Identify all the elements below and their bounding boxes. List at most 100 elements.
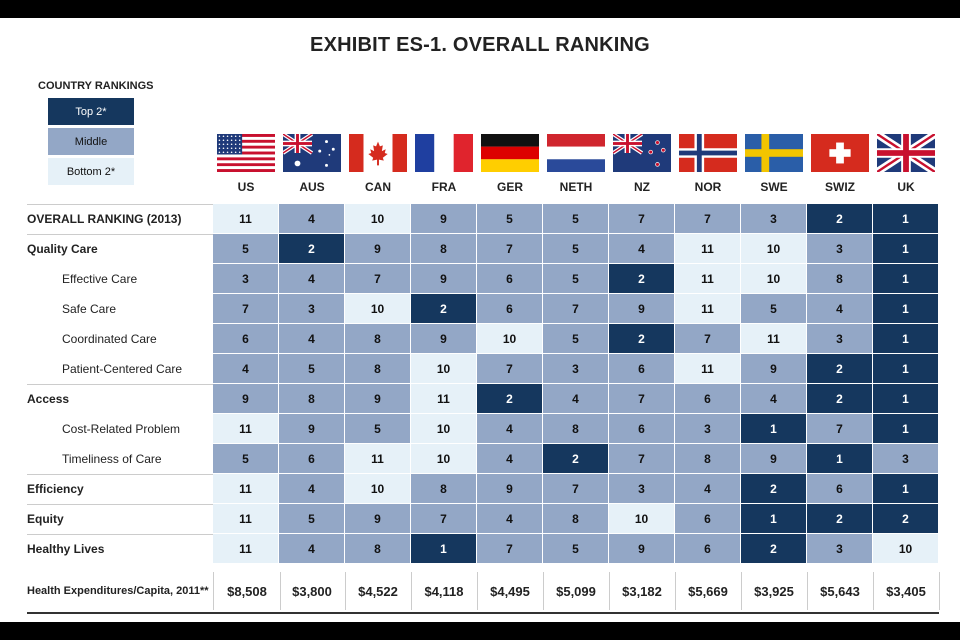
rank-cell: 9 (609, 534, 675, 564)
rank-cell: 8 (345, 354, 411, 384)
flag-can-icon (349, 134, 407, 172)
rank-cell: 5 (741, 294, 807, 324)
rank-cell: 5 (213, 444, 279, 474)
rank-cell: 5 (543, 264, 609, 294)
rank-cell: 8 (543, 414, 609, 444)
rank-cell: 1 (411, 534, 477, 564)
rank-cell: 8 (675, 444, 741, 474)
rank-cell: 11 (411, 384, 477, 414)
column-header-can: CAN (365, 180, 391, 194)
rank-cell: 4 (213, 354, 279, 384)
rank-cell: 6 (477, 264, 543, 294)
rank-cell: 7 (807, 414, 873, 444)
rank-cell: 4 (609, 234, 675, 264)
rank-cell: 7 (609, 384, 675, 414)
rank-cell: 7 (477, 534, 543, 564)
rank-cell: 4 (279, 264, 345, 294)
rank-cell: 6 (675, 534, 741, 564)
row-divider (27, 204, 213, 205)
rank-cell: 8 (345, 324, 411, 354)
rank-cell: 7 (543, 294, 609, 324)
rank-cell: 2 (411, 294, 477, 324)
rank-cell: 11 (675, 264, 741, 294)
row-label: Efficiency (27, 482, 84, 496)
rank-cell: 1 (873, 264, 939, 294)
rank-cell: 7 (213, 294, 279, 324)
row-divider (27, 474, 213, 475)
rank-cell: 6 (807, 474, 873, 504)
rank-cell: 4 (543, 384, 609, 414)
rank-cell: 2 (807, 204, 873, 234)
column-header-nor: NOR (694, 180, 722, 194)
rank-cell: 7 (609, 444, 675, 474)
rank-cell: 5 (543, 324, 609, 354)
rank-cell: 8 (543, 504, 609, 534)
rank-cell: 7 (345, 264, 411, 294)
row-label: Effective Care (62, 272, 138, 286)
rank-cell: 1 (807, 444, 873, 474)
row-label: Healthy Lives (27, 542, 105, 556)
expenditure-cell: $8,508 (213, 572, 281, 610)
exhibit-title: EXHIBIT ES-1. OVERALL RANKING (310, 34, 650, 56)
rank-cell: 11 (213, 534, 279, 564)
row-divider (27, 234, 213, 235)
rank-cell: 3 (675, 414, 741, 444)
exhibit-canvas: EXHIBIT ES-1. OVERALL RANKING COUNTRY RA… (0, 18, 960, 622)
expenditure-cell: $3,800 (279, 572, 346, 610)
rank-cell: 10 (741, 234, 807, 264)
rank-cell: 5 (543, 534, 609, 564)
expenditure-cell: $5,643 (807, 572, 874, 610)
rank-cell: 6 (609, 414, 675, 444)
rank-cell: 3 (807, 234, 873, 264)
rank-cell: 1 (873, 384, 939, 414)
rank-cell: 8 (345, 534, 411, 564)
rank-cell: 10 (411, 414, 477, 444)
row-divider (27, 384, 213, 385)
column-header-nz: NZ (634, 180, 650, 194)
rank-cell: 2 (279, 234, 345, 264)
rank-cell: 11 (675, 234, 741, 264)
rank-cell: 9 (411, 204, 477, 234)
row-divider (27, 534, 213, 535)
flag-nor-icon (679, 134, 737, 172)
rank-cell: 7 (477, 234, 543, 264)
rank-cell: 5 (213, 234, 279, 264)
row-label: Quality Care (27, 242, 98, 256)
legend-title: COUNTRY RANKINGS (38, 80, 154, 92)
rank-cell: 7 (609, 204, 675, 234)
column-header-aus: AUS (299, 180, 325, 194)
row-label: Equity (27, 512, 64, 526)
rank-cell: 5 (477, 204, 543, 234)
rank-cell: 7 (477, 354, 543, 384)
rank-cell: 10 (345, 474, 411, 504)
rank-cell: 9 (213, 384, 279, 414)
column-header-swiz: SWIZ (825, 180, 855, 194)
rank-cell: 3 (873, 444, 939, 474)
rank-cell: 6 (477, 294, 543, 324)
rank-cell: 4 (675, 474, 741, 504)
rank-cell: 2 (873, 504, 939, 534)
rank-cell: 7 (675, 324, 741, 354)
rank-cell: 6 (675, 384, 741, 414)
flag-nz-icon (613, 134, 671, 172)
rank-cell: 9 (411, 324, 477, 354)
rank-cell: 8 (411, 474, 477, 504)
row-label: Patient-Centered Care (62, 362, 183, 376)
rank-cell: 4 (477, 414, 543, 444)
rank-cell: 10 (345, 204, 411, 234)
rank-cell: 3 (609, 474, 675, 504)
expenditure-cell: $5,099 (543, 572, 610, 610)
footer-label: Health Expenditures/Capita, 2011** (27, 585, 209, 597)
flag-swe-icon (745, 134, 803, 172)
rank-cell: 10 (741, 264, 807, 294)
flag-aus-icon (283, 134, 341, 172)
legend-item-bottom: Bottom 2* (48, 158, 134, 185)
rank-cell: 4 (477, 444, 543, 474)
expenditure-cell: $3,182 (609, 572, 676, 610)
rank-cell: 11 (675, 294, 741, 324)
flag-fra-icon (415, 134, 473, 172)
rank-cell: 6 (609, 354, 675, 384)
rank-cell: 4 (279, 474, 345, 504)
rank-cell: 9 (345, 234, 411, 264)
rank-cell: 7 (411, 504, 477, 534)
